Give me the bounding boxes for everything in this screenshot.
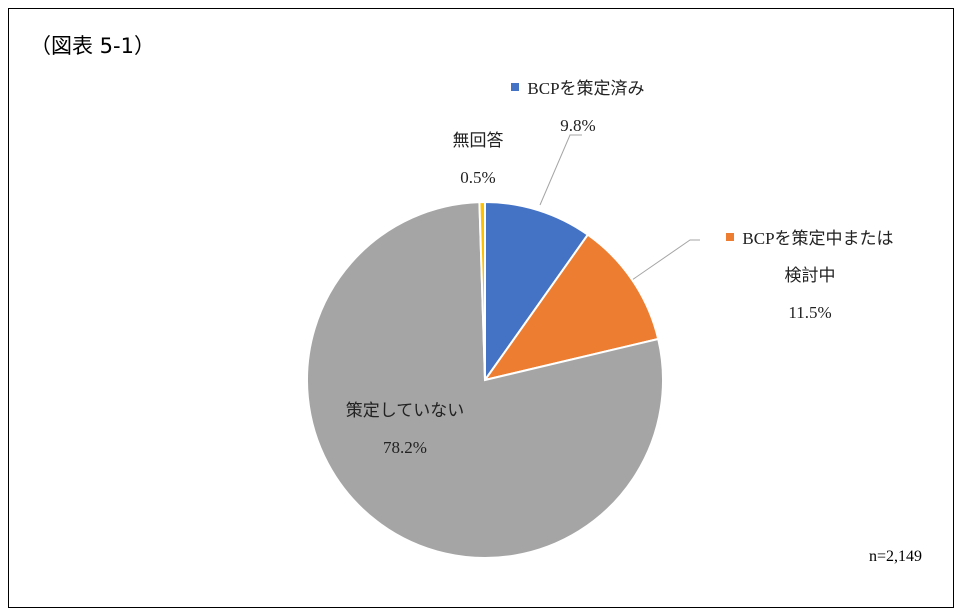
category-text: BCPを策定済み <box>527 79 645 98</box>
category-text: 策定していない <box>345 401 465 420</box>
data-label: BCPを策定済み 9.8% <box>468 70 688 144</box>
pie-slice <box>306 201 664 559</box>
legend-marker <box>726 233 735 242</box>
page: {"chart_data": {"type": "pie", "title": … <box>8 8 954 608</box>
category-text: BCPを策定中または検討中 <box>742 229 894 285</box>
value-label: 11.5% <box>788 303 832 322</box>
leader-line <box>631 239 700 281</box>
data-label: BCPを策定中または検討中 11.5% <box>724 220 896 331</box>
value-label: 78.2% <box>383 438 427 457</box>
pie-slice <box>478 200 486 381</box>
chart <box>306 134 700 559</box>
value-label: 0.5% <box>460 168 496 187</box>
pie-slice <box>482 233 660 382</box>
category-text: 無回答 <box>452 131 504 150</box>
category-label: BCPを策定済み <box>468 70 688 107</box>
chart-title: （図表 5-1） <box>30 34 155 58</box>
sample-note: n=2,149 <box>868 548 922 565</box>
category-label: BCPを策定中または検討中 <box>724 220 896 294</box>
legend-marker <box>511 83 520 92</box>
category-label: 策定していない <box>305 392 505 429</box>
leader-line <box>539 134 582 206</box>
category-label: 無回答 <box>428 122 528 159</box>
data-label: 無回答 0.5% <box>428 122 528 196</box>
data-label: 策定していない 78.2% <box>305 392 505 466</box>
pie-slice <box>484 200 590 384</box>
value-label: 9.8% <box>560 116 596 135</box>
